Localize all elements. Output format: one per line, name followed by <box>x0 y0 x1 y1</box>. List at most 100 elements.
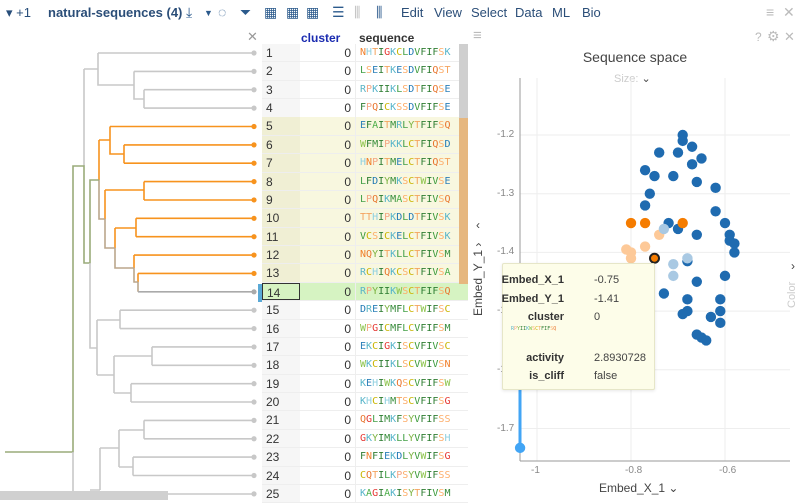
row-number[interactable]: 11 <box>262 227 300 246</box>
table-row[interactable]: 24 0 CQTILKPSYVWIFSS <box>262 466 468 485</box>
cell-sequence[interactable]: KAGIAKISYTFIVSM <box>360 485 450 502</box>
cell-cluster[interactable]: 0 <box>300 484 356 503</box>
cell-cluster[interactable]: 0 <box>300 154 356 172</box>
cell-cluster[interactable]: 0 <box>300 209 356 227</box>
cell-cluster[interactable]: 0 <box>300 466 356 484</box>
hamburger-icon[interactable]: ≡ <box>766 4 775 20</box>
table-row[interactable]: 10 0 TTHIPKDLDTFIVSK <box>262 209 468 228</box>
cell-sequence[interactable]: RPKIIKLSDTFIQSE <box>360 81 450 98</box>
row-number[interactable]: 7 <box>262 154 300 172</box>
cell-sequence[interactable]: FPQICKSSDVFIFSE <box>360 99 450 116</box>
cell-cluster[interactable]: 0 <box>300 227 356 246</box>
cell-cluster[interactable]: 0 <box>300 246 356 264</box>
menu-data[interactable]: Data <box>515 5 543 20</box>
row-number[interactable]: 23 <box>262 448 300 466</box>
row-number[interactable]: 19 <box>262 374 300 393</box>
cell-cluster[interactable]: 0 <box>300 62 356 80</box>
dendrogram-leaf[interactable] <box>251 417 257 423</box>
row-number[interactable]: 4 <box>262 99 300 117</box>
menu-select[interactable]: Select <box>471 5 508 20</box>
row-number[interactable]: 15 <box>262 301 300 319</box>
table-row[interactable]: 8 0 LFDIYMKSCTWIVSE <box>262 172 468 191</box>
refresh-icon[interactable]: ◌ <box>218 4 227 20</box>
dendrogram-leaf[interactable] <box>251 215 257 221</box>
dendrogram-leaf[interactable] <box>251 123 257 130</box>
cell-cluster[interactable]: 0 <box>300 393 356 411</box>
table-row[interactable]: 16 0 WPGICMFLCVFIFSM <box>262 319 468 338</box>
dendrogram-leaf[interactable] <box>251 325 257 332</box>
table-row[interactable]: 7 0 HNPITMELCTFIQST <box>262 154 468 173</box>
download-icon[interactable]: ⤓ <box>186 4 193 20</box>
dendrogram-leaf[interactable] <box>251 197 257 203</box>
cell-sequence[interactable]: NQYITKLLCTFIVSM <box>360 246 450 263</box>
help-icon[interactable]: ? <box>755 30 762 44</box>
dendrogram-leaf[interactable] <box>251 234 257 240</box>
dendrogram-leaf[interactable] <box>251 270 257 277</box>
table-row[interactable]: 2 0 LSEITKESDVFIQST <box>262 62 468 81</box>
cell-sequence[interactable]: KHCIHMTSCVFIFSG <box>360 393 450 410</box>
table-row[interactable]: 5 0 EFAITMRLYTFIFSQ <box>262 117 468 136</box>
x-axis-label[interactable]: Embed_X_1 ⌄ <box>599 481 679 495</box>
table-row[interactable]: 17 0 EKCIGKISCVFIVSC <box>262 337 468 357</box>
grid-layout-2-icon[interactable]: ▦ <box>286 4 300 20</box>
dendrogram-leaf[interactable] <box>251 344 257 350</box>
chevron-down-icon[interactable]: ▼ <box>204 8 213 18</box>
table-row[interactable]: 18 0 WKCIIKLSCVWIVSN <box>262 356 468 375</box>
row-number[interactable]: 24 <box>262 466 300 484</box>
row-number[interactable]: 12 <box>262 246 300 264</box>
cell-cluster[interactable]: 0 <box>300 44 356 62</box>
cell-sequence[interactable]: WFMIPKKLCTFIQSD <box>360 136 450 153</box>
columns-icon[interactable]: ⫼ <box>354 4 361 20</box>
table-row[interactable]: 22 0 GKYIMKLLYVFIFSH <box>262 429 468 449</box>
dendrogram-leaf[interactable] <box>251 399 257 405</box>
chevron-right-icon[interactable]: › <box>791 259 795 273</box>
row-number[interactable]: 6 <box>262 135 300 154</box>
row-number[interactable]: 18 <box>262 356 300 374</box>
dendrogram-leaf[interactable] <box>251 87 257 93</box>
grid-layout-3-icon[interactable]: ▦ <box>306 4 320 20</box>
dendrogram-leaf[interactable] <box>251 436 257 442</box>
dendrogram-leaf[interactable] <box>251 472 257 479</box>
cell-cluster[interactable]: 0 <box>300 411 356 429</box>
cell-cluster[interactable]: 0 <box>300 356 356 374</box>
cell-cluster[interactable]: 0 <box>300 172 356 190</box>
close-icon[interactable]: ✕ <box>784 29 795 44</box>
row-number[interactable]: 22 <box>262 429 300 448</box>
table-row[interactable]: 15 0 DREIYMFLCTWIFSC <box>262 301 468 320</box>
cell-cluster[interactable]: 0 <box>300 374 356 393</box>
dendrogram-leaf[interactable] <box>251 289 257 295</box>
row-number[interactable]: 10 <box>262 209 300 227</box>
table-row[interactable]: 25 0 KAGIAKISYTFIVSM <box>262 484 468 503</box>
row-number[interactable]: 2 <box>262 62 300 80</box>
cell-sequence[interactable]: WKCIIKLSCVWIVSN <box>360 356 450 373</box>
cell-sequence[interactable]: QGLIMKFSYVFIFSS <box>360 411 450 428</box>
table-title[interactable]: natural-sequences (4) <box>48 5 183 20</box>
cell-sequence[interactable]: RCHIQKCSCTFIVSA <box>360 264 450 281</box>
dendrogram-leaf[interactable] <box>251 252 257 258</box>
close-dendrogram-icon[interactable]: ✕ <box>247 29 258 44</box>
cell-sequence[interactable]: KEHIWKQSCVFIFSW <box>360 375 450 392</box>
menu-bio[interactable]: Bio <box>582 5 601 20</box>
table-row[interactable]: 3 0 RPKIIKLSDTFIQSE <box>262 80 468 100</box>
cell-sequence[interactable]: DREIYMFLCTWIFSC <box>360 301 450 318</box>
row-number[interactable]: 1 <box>262 44 300 62</box>
cell-sequence[interactable]: HNPITMELCTFIQST <box>360 154 450 171</box>
dendrogram-leaf[interactable] <box>251 454 257 460</box>
grid-scrollbar-thumb[interactable] <box>459 44 468 118</box>
horizontal-scrollbar[interactable] <box>0 491 168 500</box>
dendrogram-leaf[interactable] <box>251 381 257 387</box>
cell-cluster[interactable]: 0 <box>300 319 356 337</box>
row-number[interactable]: 13 <box>262 264 300 282</box>
cell-sequence[interactable]: LSEITKESDVFIQST <box>360 62 450 79</box>
dendrogram-leaf[interactable] <box>251 68 257 74</box>
chevron-left-icon[interactable]: ‹ <box>476 218 480 232</box>
dendrogram-leaf[interactable] <box>251 142 257 148</box>
cell-cluster[interactable]: 0 <box>300 135 356 154</box>
cell-cluster[interactable]: 0 <box>300 448 356 466</box>
cell-sequence[interactable]: RPYIIKWSCTFIFSQ <box>360 283 450 300</box>
table-row[interactable]: 21 0 QGLIMKFSYVFIFSS <box>262 411 468 430</box>
cell-sequence[interactable]: TTHIPKDLDTFIVSK <box>360 209 450 226</box>
cell-cluster[interactable]: 0 <box>300 282 356 301</box>
table-row[interactable]: 13 0 RCHIQKCSCTFIVSA <box>262 264 468 283</box>
cell-cluster[interactable]: 0 <box>300 337 356 356</box>
